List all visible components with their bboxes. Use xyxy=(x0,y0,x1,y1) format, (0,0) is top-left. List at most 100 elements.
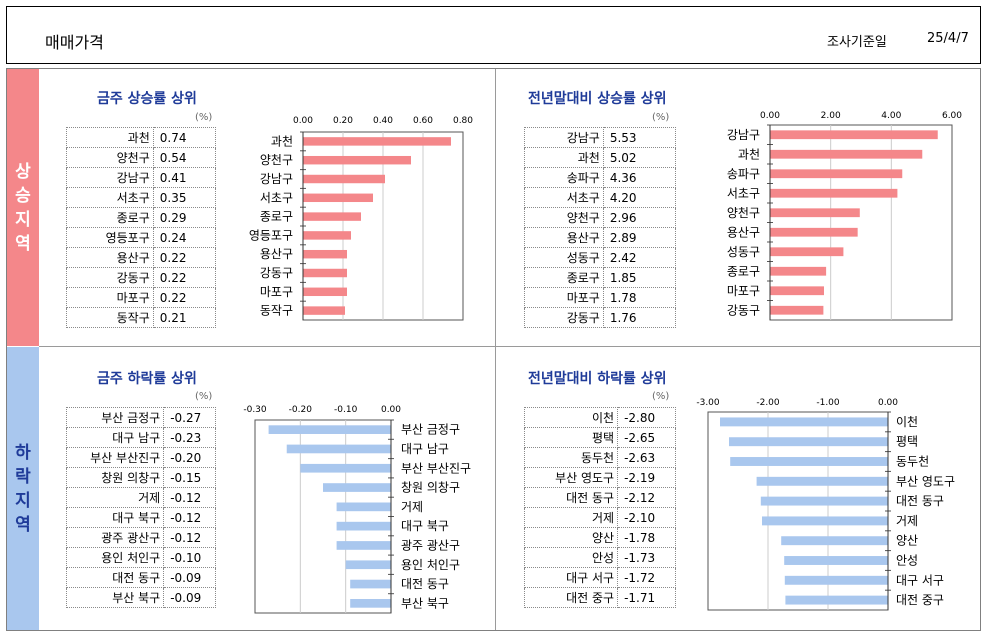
change-rate-cell: 0.41 xyxy=(152,167,217,188)
table-row: 용산구 0.22 xyxy=(66,247,217,268)
x-tick-label: -1.00 xyxy=(816,398,840,408)
category-label: 대구 북구 xyxy=(401,519,449,533)
panel-divider xyxy=(495,69,496,346)
weekly-rise-title: 금주 상승률 상위 xyxy=(97,91,197,107)
x-tick-label: 0.00 xyxy=(878,398,898,408)
table-row: 대구 서구 -1.72 xyxy=(523,567,676,588)
change-rate-cell: 0.22 xyxy=(152,247,217,268)
region-name-cell: 대구 북구 xyxy=(65,507,165,528)
change-rate-cell: 5.02 xyxy=(602,147,677,168)
region-name-cell: 평택 xyxy=(523,427,619,448)
table-row: 마포구 1.78 xyxy=(524,287,677,308)
region-name-cell: 거제 xyxy=(523,507,619,528)
table-row: 강동구 1.76 xyxy=(524,307,677,328)
bar xyxy=(268,425,391,434)
bar xyxy=(756,476,888,486)
bar xyxy=(303,174,385,184)
survey-date-label: 조사기준일 xyxy=(827,35,887,50)
change-rate-cell: -2.80 xyxy=(617,407,676,428)
category-label: 강동구 xyxy=(727,303,760,317)
rising-region-char: 지 xyxy=(15,209,31,230)
table-row: 동작구 0.21 xyxy=(66,307,217,328)
region-name-cell: 창원 의창구 xyxy=(65,467,165,488)
category-label: 동작구 xyxy=(260,304,293,318)
change-rate-cell: 2.42 xyxy=(602,247,677,268)
category-label: 마포구 xyxy=(727,284,760,298)
category-label: 거제 xyxy=(401,500,423,514)
region-name-cell: 성동구 xyxy=(524,247,604,268)
x-tick-label: -0.10 xyxy=(334,405,358,415)
region-name-cell: 서초구 xyxy=(66,187,154,208)
change-rate-cell: 5.53 xyxy=(602,127,677,148)
region-name-cell: 안성 xyxy=(523,547,619,568)
table-row: 용인 처인구 -0.10 xyxy=(65,547,216,568)
table-row: 서초구 0.35 xyxy=(66,187,217,208)
bar xyxy=(770,208,860,218)
region-name-cell: 강동구 xyxy=(66,267,154,288)
bar xyxy=(770,286,824,296)
table-row: 종로구 1.85 xyxy=(524,267,677,288)
category-label: 용산구 xyxy=(727,225,760,239)
bar xyxy=(300,463,391,473)
rising-region-label: 상 승 지 역 xyxy=(7,69,39,346)
bar xyxy=(303,155,411,165)
category-label: 양산 xyxy=(896,534,918,548)
bar xyxy=(770,188,898,198)
table-row: 과천 5.02 xyxy=(524,147,677,168)
table-row: 송파구 4.36 xyxy=(524,167,677,188)
category-label: 부산 영도구 xyxy=(896,474,955,488)
category-label: 서초구 xyxy=(727,186,760,200)
region-name-cell: 마포구 xyxy=(524,287,604,308)
table-row: 이천 -2.80 xyxy=(523,407,676,428)
x-tick-label: 0.40 xyxy=(373,116,393,126)
category-label: 부산 금정구 xyxy=(401,423,460,437)
bar xyxy=(336,541,391,550)
region-name-cell: 부산 영도구 xyxy=(523,467,619,488)
category-label: 평택 xyxy=(896,435,918,449)
change-rate-cell: 0.54 xyxy=(152,147,217,168)
x-tick-label: 0.00 xyxy=(760,111,780,121)
bar xyxy=(350,599,391,608)
rising-region-char: 역 xyxy=(15,233,31,254)
report-body xyxy=(6,68,981,631)
category-label: 부산 북구 xyxy=(401,596,449,610)
region-name-cell: 대전 동구 xyxy=(523,487,619,508)
region-name-cell: 송파구 xyxy=(524,167,604,188)
bar xyxy=(785,595,888,605)
weekly-fall-unit: (%) xyxy=(195,391,213,402)
change-rate-cell: -0.15 xyxy=(163,467,216,488)
change-rate-cell: 0.24 xyxy=(152,227,217,248)
region-name-cell: 영등포구 xyxy=(66,227,154,248)
bar xyxy=(784,575,888,585)
table-row: 양천구 0.54 xyxy=(66,147,217,168)
bar xyxy=(303,249,347,259)
change-rate-cell: -2.19 xyxy=(617,467,676,488)
category-label: 용산구 xyxy=(260,247,293,261)
region-name-cell: 과천 xyxy=(524,147,604,168)
x-tick-label: 2.00 xyxy=(821,111,841,121)
region-name-cell: 동두천 xyxy=(523,447,619,468)
x-tick-label: 4.00 xyxy=(881,111,901,121)
table-row: 양산 -1.78 xyxy=(523,527,676,548)
change-rate-cell: -0.20 xyxy=(163,447,216,468)
weekly-rise-table: 과천 0.74 양천구 0.54 강남구 0.41 서초구 0.35 종로구 0.29 영등포구 0.… xyxy=(66,127,217,328)
change-rate-cell: 1.85 xyxy=(602,267,677,288)
category-label: 동두천 xyxy=(896,454,929,469)
table-row: 부산 영도구 -2.19 xyxy=(523,467,676,488)
change-rate-cell: -0.09 xyxy=(163,567,216,588)
change-rate-cell: -0.12 xyxy=(163,507,216,528)
table-row: 광주 광산구 -0.12 xyxy=(65,527,216,548)
change-rate-cell: 2.89 xyxy=(602,227,677,248)
x-tick-label: 6.00 xyxy=(942,111,962,121)
ytd-fall-unit: (%) xyxy=(652,391,670,402)
category-label: 부산 부산진구 xyxy=(401,461,471,475)
change-rate-cell: -2.12 xyxy=(617,487,676,508)
category-label: 양천구 xyxy=(727,205,760,220)
change-rate-cell: -0.12 xyxy=(163,527,216,548)
bar xyxy=(770,247,844,257)
region-name-cell: 동작구 xyxy=(66,307,154,328)
bar xyxy=(770,227,858,237)
category-label: 강동구 xyxy=(260,266,293,280)
x-tick-label: 0.00 xyxy=(381,405,401,415)
